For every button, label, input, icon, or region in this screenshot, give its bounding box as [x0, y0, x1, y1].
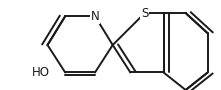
Text: HO: HO [32, 66, 50, 79]
Text: N: N [91, 10, 99, 23]
Text: S: S [141, 7, 149, 20]
